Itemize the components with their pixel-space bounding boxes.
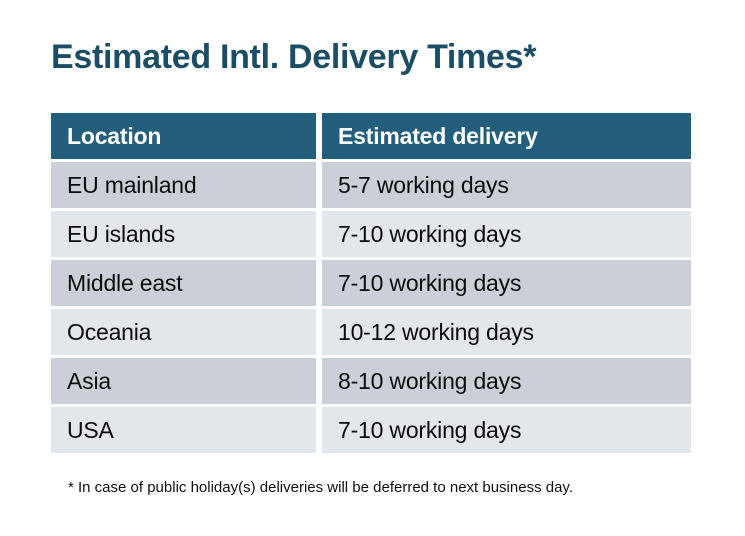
footnote-text: * In case of public holiday(s) deliverie…	[68, 479, 573, 496]
table-row: EU islands 7-10 working days	[51, 211, 691, 257]
cell-location: EU islands	[51, 211, 316, 257]
table-row: USA 7-10 working days	[51, 407, 691, 453]
cell-location: Asia	[51, 358, 316, 404]
table-row: EU mainland 5-7 working days	[51, 162, 691, 208]
estimated-delivery-table: Location Estimated delivery EU mainland …	[51, 113, 691, 456]
cell-estimated-delivery: 8-10 working days	[322, 358, 691, 404]
column-header-estimated-delivery: Estimated delivery	[322, 113, 691, 159]
table-row: Oceania 10-12 working days	[51, 309, 691, 355]
cell-location: USA	[51, 407, 316, 453]
column-header-location: Location	[51, 113, 316, 159]
cell-estimated-delivery: 7-10 working days	[322, 260, 691, 306]
cell-location: Oceania	[51, 309, 316, 355]
table-row: Asia 8-10 working days	[51, 358, 691, 404]
cell-location: Middle east	[51, 260, 316, 306]
page-title: Estimated Intl. Delivery Times*	[51, 38, 537, 76]
cell-estimated-delivery: 7-10 working days	[322, 211, 691, 257]
table-row: Middle east 7-10 working days	[51, 260, 691, 306]
cell-estimated-delivery: 7-10 working days	[322, 407, 691, 453]
cell-estimated-delivery: 5-7 working days	[322, 162, 691, 208]
cell-location: EU mainland	[51, 162, 316, 208]
cell-estimated-delivery: 10-12 working days	[322, 309, 691, 355]
table-header-row: Location Estimated delivery	[51, 113, 691, 159]
